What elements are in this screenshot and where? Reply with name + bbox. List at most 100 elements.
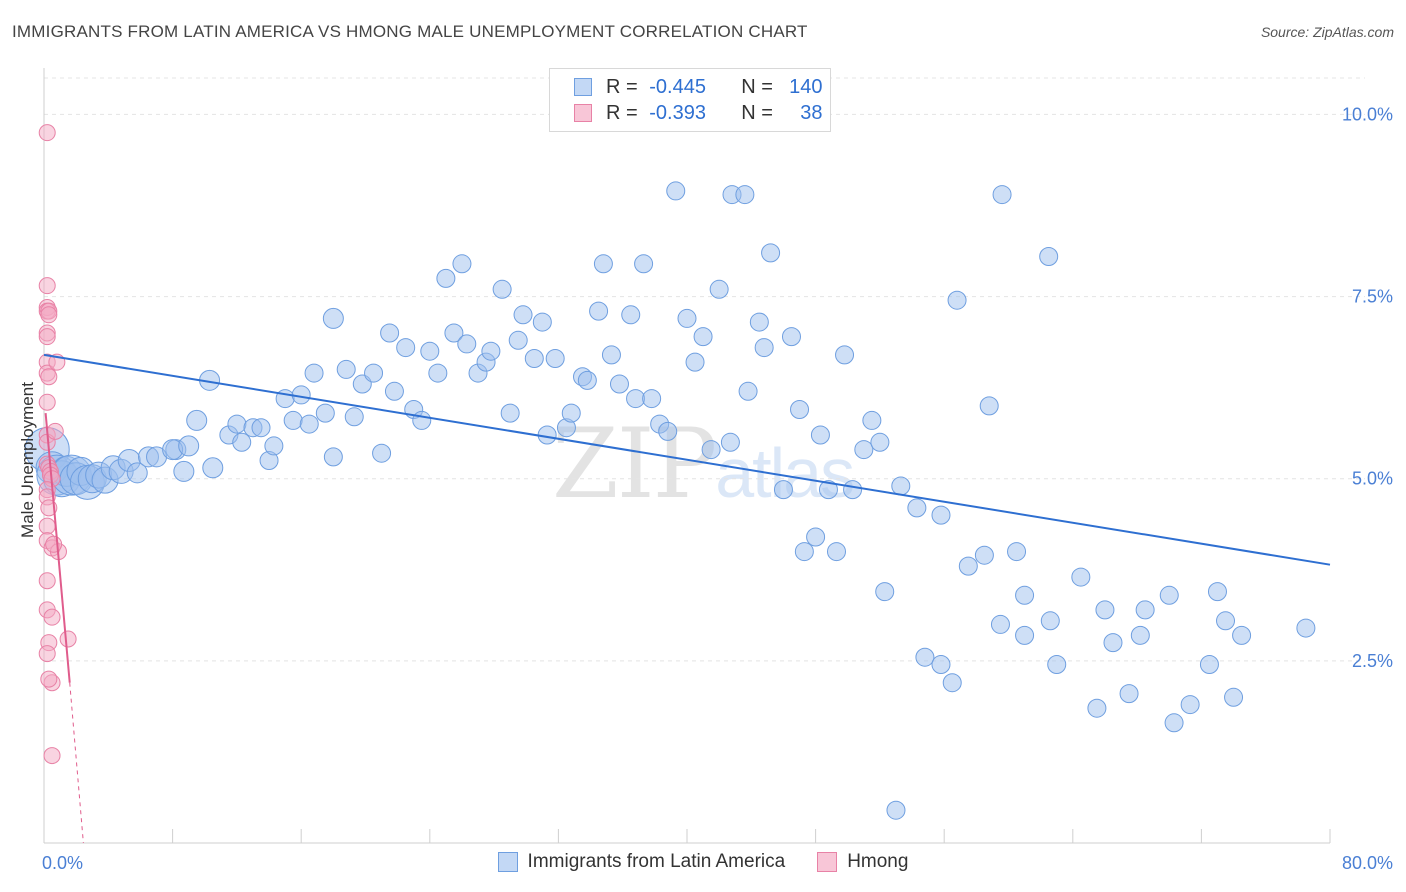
point-latin-america (532, 312, 552, 332)
point-latin-america (642, 389, 662, 409)
point-latin-america (428, 363, 448, 383)
point-latin-america (621, 305, 641, 325)
point-latin-america (457, 334, 477, 354)
point-latin-america (754, 338, 774, 358)
point-latin-america (561, 403, 581, 423)
point-latin-america (720, 432, 740, 452)
point-hmong (46, 422, 64, 440)
point-latin-america (1015, 585, 1035, 605)
point-hmong (43, 608, 61, 626)
point-latin-america (701, 440, 721, 460)
point-latin-america (1180, 695, 1200, 715)
point-latin-america (942, 673, 962, 693)
point-latin-america (891, 476, 911, 496)
point-latin-america (974, 545, 994, 565)
point-latin-america (810, 425, 830, 445)
point-latin-america (1007, 542, 1027, 562)
point-latin-america (794, 542, 814, 562)
point-latin-america (870, 432, 890, 452)
point-latin-america (773, 480, 793, 500)
point-latin-america (436, 268, 456, 288)
point-latin-america (790, 400, 810, 419)
point-latin-america (781, 327, 801, 347)
trend-lines (43, 353, 1331, 844)
point-latin-america (1207, 582, 1227, 602)
legend-r-value: -0.445 (649, 75, 706, 98)
point-hmong (59, 630, 77, 648)
point-latin-america (251, 418, 271, 438)
point-hmong (38, 572, 56, 590)
point-hmong (40, 670, 58, 688)
point-latin-america (1087, 698, 1107, 718)
point-hmong (38, 277, 56, 295)
point-latin-america (372, 443, 392, 463)
series-legend-swatch-pink (817, 852, 838, 872)
point-hmong (45, 535, 63, 553)
point-latin-america (626, 389, 646, 409)
point-latin-america (835, 345, 855, 365)
point-latin-america (958, 556, 978, 576)
y-tick-label: 5.0% (1352, 469, 1393, 489)
point-latin-america (178, 435, 200, 457)
point-latin-america (818, 480, 838, 500)
point-latin-america (481, 341, 501, 361)
watermark-zip: ZIP (552, 408, 717, 520)
y-tick-label: 10.0% (1342, 104, 1393, 124)
point-latin-america (322, 307, 344, 329)
legend-n-value: 140 (789, 75, 823, 98)
legend-swatch-blue (574, 78, 592, 96)
point-latin-america (364, 363, 384, 383)
point-latin-america (264, 436, 284, 456)
series-legend-latin-america: Immigrants from Latin America (497, 851, 785, 873)
point-latin-america (492, 279, 512, 299)
point-latin-america (990, 614, 1010, 634)
point-latin-america (931, 505, 951, 525)
point-latin-america (1159, 585, 1179, 605)
point-latin-america (1135, 600, 1155, 620)
legend-r-label: R = (606, 75, 638, 98)
x-tick-label: 0.0% (42, 853, 83, 873)
point-latin-america (1232, 625, 1252, 645)
point-latin-america (589, 301, 609, 321)
point-latin-america (886, 800, 906, 820)
point-latin-america (685, 352, 705, 372)
point-latin-america (1071, 567, 1091, 587)
point-latin-america (862, 410, 882, 430)
point-latin-america (947, 290, 967, 310)
point-hmong (40, 368, 58, 386)
point-latin-america (761, 243, 781, 263)
point-latin-america (444, 323, 464, 343)
point-latin-america (1047, 655, 1067, 674)
point-latin-america (380, 323, 400, 343)
point-latin-america (420, 341, 440, 361)
point-latin-america (806, 527, 826, 547)
point-latin-america (1199, 655, 1219, 674)
point-latin-america (500, 403, 520, 423)
point-latin-america (593, 254, 613, 274)
point-latin-america (186, 409, 208, 431)
point-latin-america (749, 312, 769, 332)
point-hmong (43, 747, 61, 765)
point-latin-america (1039, 247, 1059, 266)
point-latin-america (232, 432, 252, 452)
point-hmong (38, 393, 56, 411)
point-latin-america (854, 440, 874, 460)
point-latin-america (412, 410, 432, 430)
point-latin-america (299, 414, 319, 434)
legend-r-value: -0.393 (649, 101, 706, 124)
correlation-legend: R = -0.445 N = 140 R = -0.393 N = 38 (549, 68, 831, 132)
point-latin-america (634, 254, 654, 274)
point-latin-america (915, 647, 935, 667)
point-latin-america (384, 381, 404, 401)
series-legend-swatch-blue (497, 852, 518, 872)
point-latin-america (304, 363, 324, 383)
point-latin-america (1224, 687, 1244, 707)
axes (43, 68, 1331, 844)
point-latin-america (323, 447, 343, 467)
legend-row-hmong: R = -0.393 N = 38 (574, 101, 823, 125)
point-latin-america (545, 349, 565, 368)
legend-r-label: R = (606, 101, 638, 124)
chart-title: IMMIGRANTS FROM LATIN AMERICA VS HMONG M… (12, 22, 808, 41)
trend-line-hmong (44, 413, 71, 683)
